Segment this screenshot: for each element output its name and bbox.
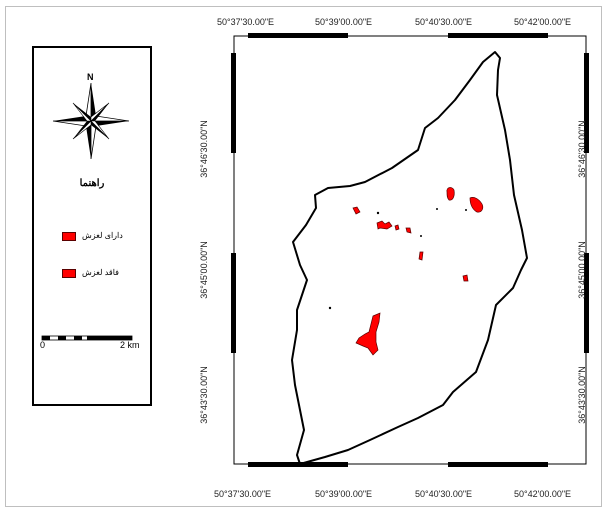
landslide-polygon xyxy=(446,187,455,201)
coord-left-1: 36°46'30.00"N xyxy=(198,120,209,178)
graticule-bar-left-1 xyxy=(231,53,236,153)
legend-label-landslide: دارای لغزش xyxy=(82,231,123,240)
coord-bottom-3: 50°40'30.00"E xyxy=(415,489,473,499)
coord-left-2: 36°45'00.00"N xyxy=(198,241,209,299)
coord-bottom-1: 50°37'30.00"E xyxy=(214,489,272,499)
coord-top-4: 50°42'00.00"E xyxy=(514,17,572,27)
landslide-polygons xyxy=(352,187,484,356)
north-label: N xyxy=(87,72,94,82)
landslide-polygon xyxy=(418,251,424,261)
coord-top-3: 50°40'30.00"E xyxy=(415,17,473,27)
map-frame xyxy=(233,35,587,465)
coord-right-3: 36°43'30.00"N xyxy=(576,366,587,424)
coord-top-2: 50°39'00.00"E xyxy=(315,17,373,27)
landslide-polygon xyxy=(469,197,484,213)
coord-left-3: 36°43'30.00"N xyxy=(198,366,209,424)
north-arrow-icon xyxy=(52,82,130,160)
scale-label-start: 0 xyxy=(40,340,46,350)
scale-label-end: 2 km xyxy=(120,340,140,350)
coord-top-1: 50°37'30.00"E xyxy=(217,17,275,27)
graticule-bar-right-1 xyxy=(584,53,589,153)
legend-title: راهنما xyxy=(79,178,105,189)
graticule-bar-bottom-2 xyxy=(448,462,548,467)
legend-swatch-no-landslide xyxy=(62,269,76,278)
graticule-bar-left-2 xyxy=(231,253,236,353)
landslide-polygon xyxy=(352,206,361,215)
legend-panel: N راهنما دارای لغزش فاقد لغزش xyxy=(32,46,152,406)
coord-bottom-2: 50°39'00.00"E xyxy=(315,489,373,499)
graticule-bar-top-1 xyxy=(248,33,348,38)
landslide-polygon xyxy=(405,227,412,234)
landslide-polygon xyxy=(394,224,400,231)
graticule-bar-top-2 xyxy=(448,33,548,38)
outer-frame xyxy=(5,6,602,507)
legend-swatch-landslide xyxy=(62,232,76,241)
legend-label-no-landslide: فاقد لغزش xyxy=(82,268,119,277)
watershed-boundary xyxy=(291,51,528,465)
graticule-bar-right-2 xyxy=(584,253,589,353)
landslide-polygon xyxy=(376,220,393,230)
graticule-bar-bottom-1 xyxy=(248,462,348,467)
point-markers xyxy=(328,208,467,310)
coord-right-1: 36°46'30.00"N xyxy=(576,120,587,178)
coord-bottom-4: 50°42'00.00"E xyxy=(514,489,572,499)
scale-bar xyxy=(41,335,133,341)
landslide-polygon xyxy=(355,312,381,356)
landslide-polygon xyxy=(462,274,469,282)
coord-right-2: 36°45'00.00"N xyxy=(576,241,587,299)
